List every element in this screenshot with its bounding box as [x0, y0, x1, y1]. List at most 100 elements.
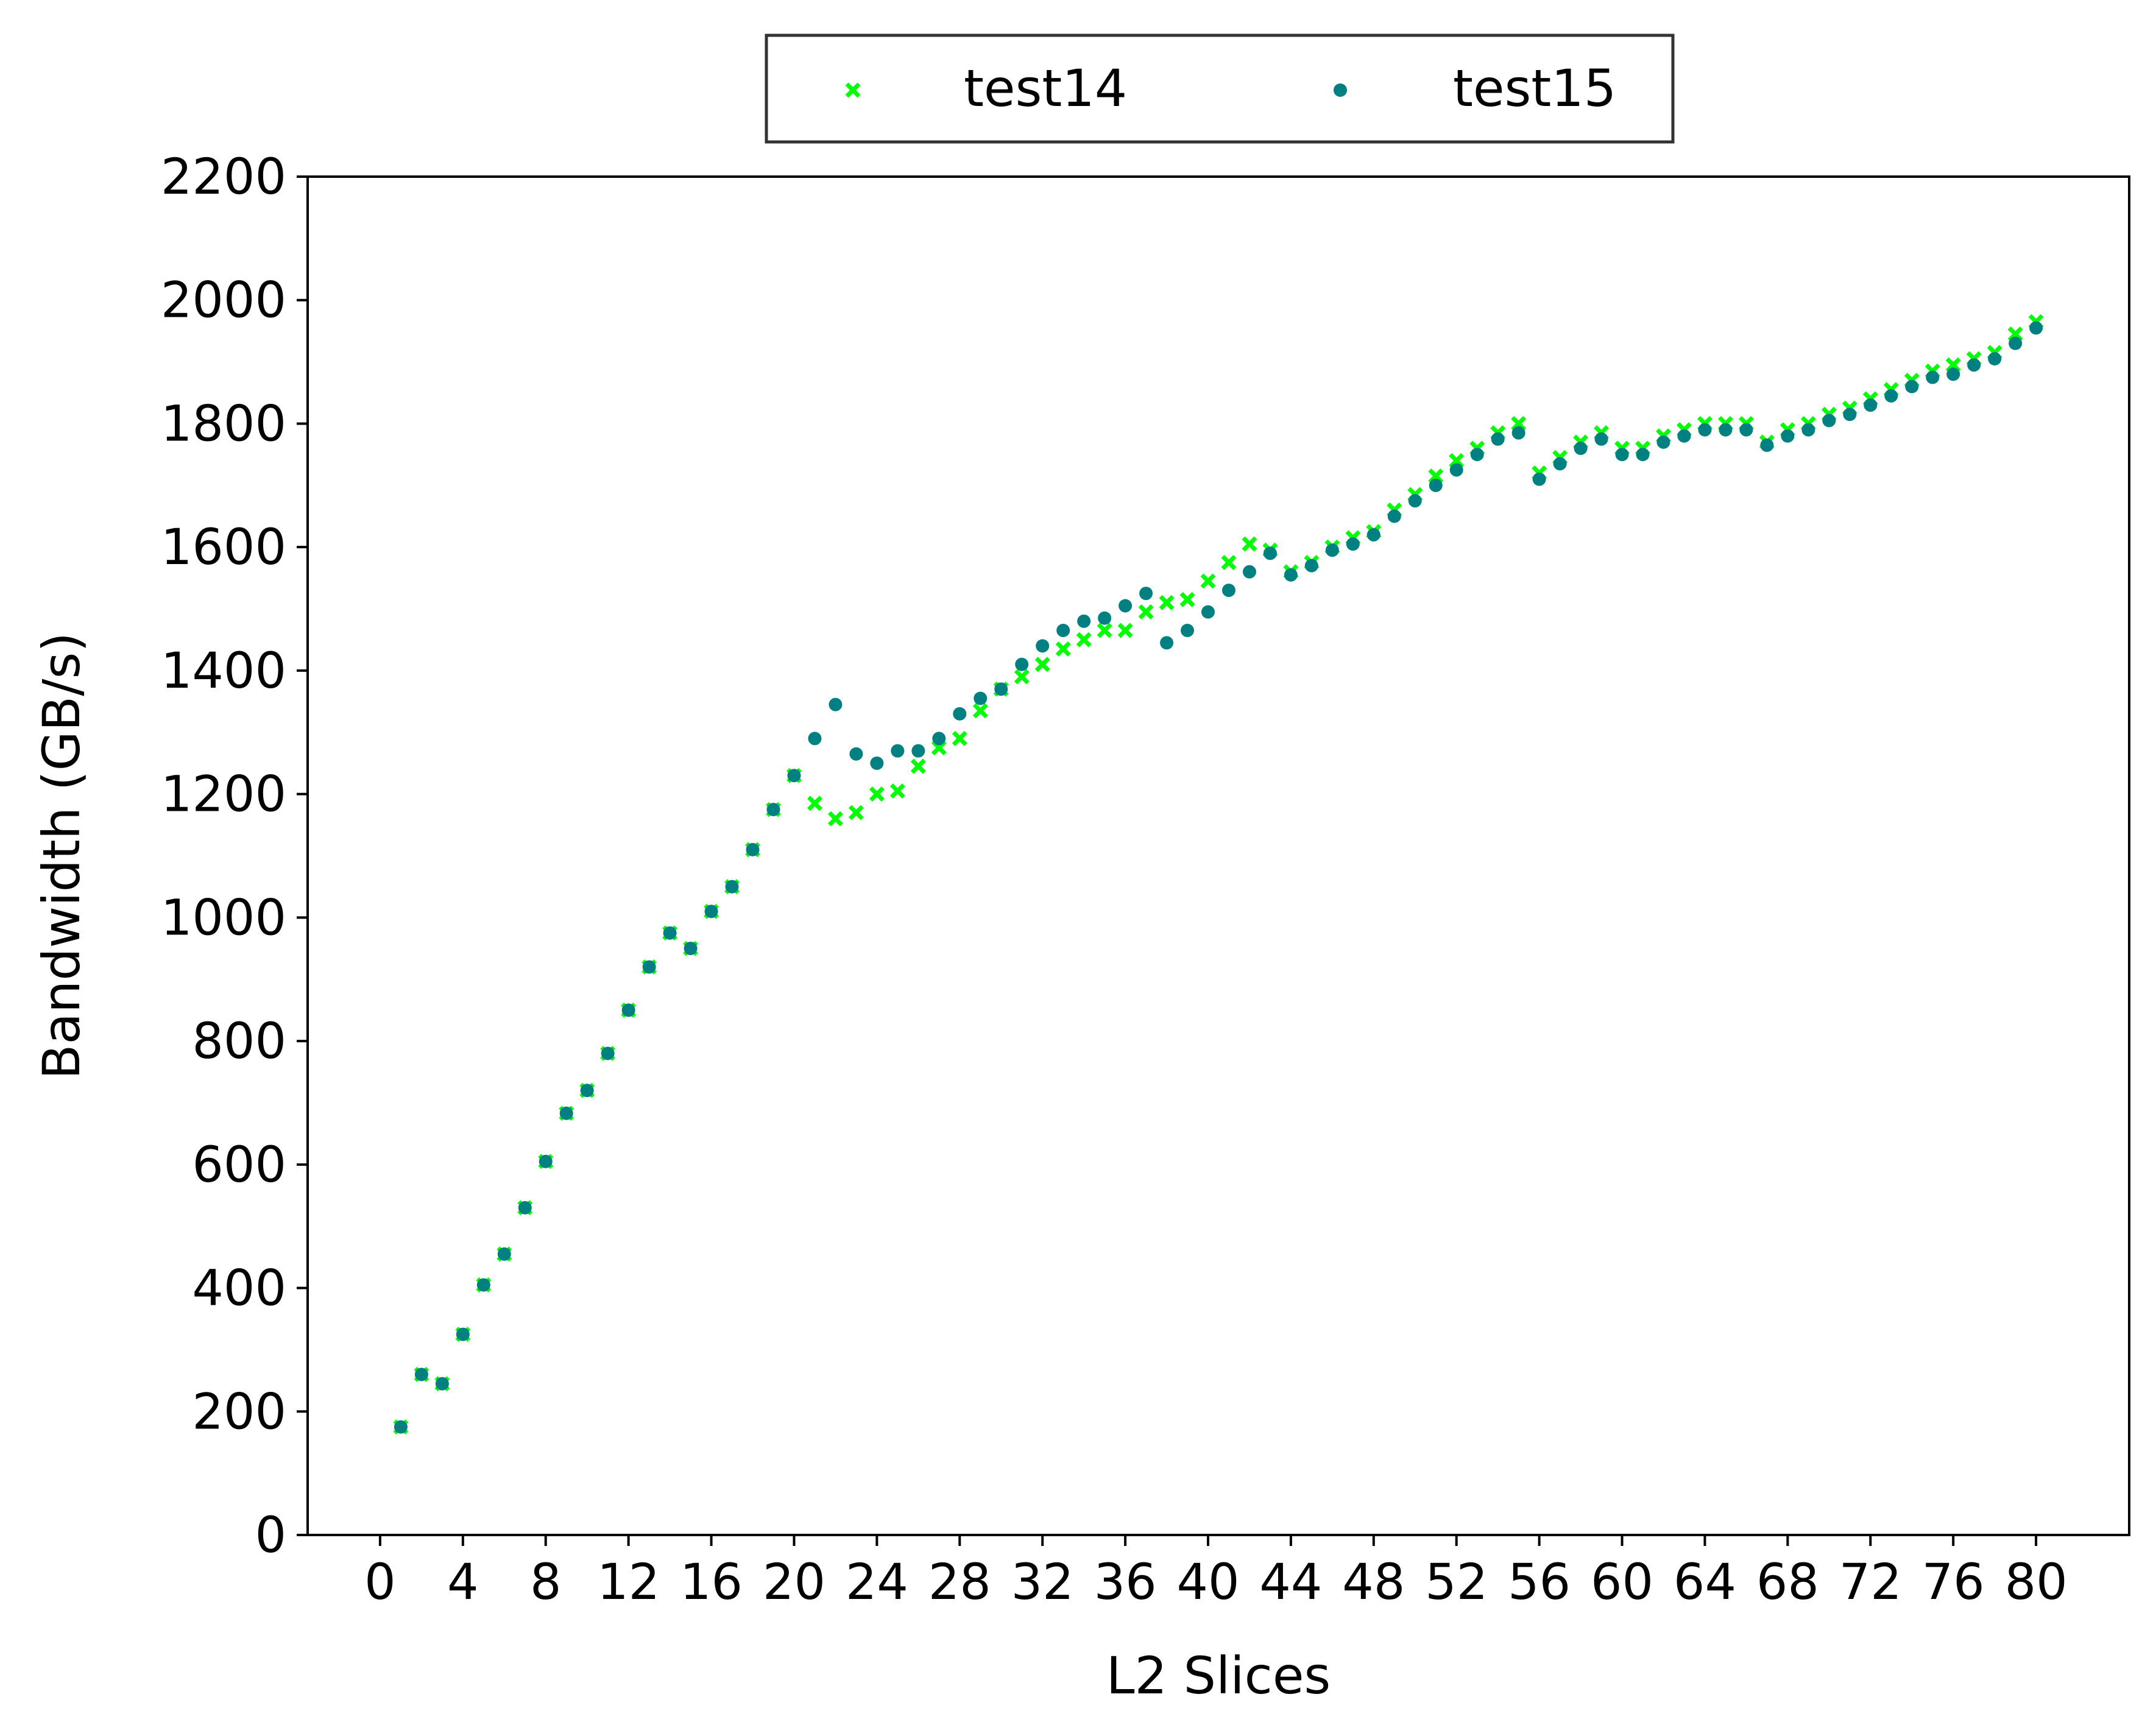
data-point-test15	[518, 1201, 532, 1215]
y-tick-label: 1400	[161, 643, 286, 700]
x-tick-label: 56	[1508, 1554, 1571, 1611]
data-point-test15	[870, 756, 884, 770]
data-point-test15	[1719, 423, 1733, 437]
data-point-test15	[1988, 352, 2002, 366]
data-point-test15	[1636, 448, 1650, 462]
x-tick-label: 12	[597, 1554, 660, 1611]
y-tick-label: 0	[255, 1507, 286, 1564]
data-point-test14	[1138, 604, 1154, 620]
data-point-test15	[1201, 605, 1215, 619]
data-point-test15	[953, 707, 967, 721]
data-point-test15	[1677, 429, 1691, 443]
x-tick-label: 48	[1342, 1554, 1405, 1611]
data-point-test14	[1014, 669, 1030, 685]
data-point-test15	[2009, 336, 2023, 350]
data-point-test15	[456, 1327, 470, 1341]
data-point-test15	[2029, 321, 2043, 335]
y-tick-label: 800	[192, 1013, 286, 1070]
data-point-test15	[1098, 611, 1112, 625]
x-tick-label: 0	[364, 1554, 396, 1611]
data-point-test15	[684, 942, 698, 956]
legend-box	[765, 34, 1675, 144]
data-point-test14	[869, 786, 885, 802]
x-tick-label: 32	[1011, 1554, 1074, 1611]
data-point-test15	[1801, 423, 1815, 437]
data-point-test15	[1160, 636, 1174, 650]
x-tick-label: 52	[1425, 1554, 1488, 1611]
data-point-test14	[889, 783, 905, 799]
data-point-test15	[1864, 398, 1878, 412]
data-point-test15	[1325, 543, 1339, 557]
y-axis-label: Bandwidth (GB/s)	[32, 632, 91, 1079]
data-point-test14	[807, 796, 822, 811]
data-point-test15	[1781, 429, 1795, 443]
x-axis-label: L2 Slices	[1106, 1646, 1331, 1706]
y-tick-label: 1600	[161, 519, 286, 576]
y-tick-label: 400	[192, 1260, 286, 1318]
data-point-test15	[1926, 370, 1940, 384]
data-point-test15	[1056, 624, 1070, 638]
x-tick-label: 24	[846, 1554, 908, 1611]
x-tick-label: 16	[680, 1554, 743, 1611]
data-point-test15	[1511, 426, 1525, 440]
data-point-test15	[808, 732, 822, 746]
data-point-test15	[476, 1278, 490, 1292]
data-point-test15	[1036, 639, 1050, 653]
x-tick-label: 72	[1839, 1554, 1902, 1611]
data-point-test15	[766, 802, 780, 816]
data-point-test14	[1097, 623, 1112, 638]
x-axis: 0 4 8 12 16 20 24 28 32 36 40 44 48 52 56 60 64 68 72 76 80	[364, 1535, 2068, 1611]
data-point-test15	[1822, 414, 1836, 428]
data-point-test15	[1366, 528, 1380, 542]
x-tick-label: 8	[530, 1554, 562, 1611]
data-point-test15	[559, 1106, 573, 1120]
plot-frame	[306, 175, 2130, 1536]
data-point-test14	[827, 811, 843, 827]
data-point-test15	[1946, 367, 1960, 381]
data-point-test15	[642, 960, 656, 974]
data-point-test15	[1077, 614, 1091, 628]
data-point-test15	[1387, 509, 1401, 523]
legend: test14 test15	[765, 34, 1675, 144]
data-point-test15	[746, 842, 760, 856]
data-point-test15	[1532, 472, 1546, 486]
x-tick-label: 20	[763, 1554, 825, 1611]
legend-marker-test14	[845, 82, 861, 98]
data-point-test15	[1119, 599, 1133, 613]
y-tick-label: 200	[192, 1383, 286, 1441]
data-point-test15	[414, 1367, 428, 1381]
x-tick-label: 4	[447, 1554, 479, 1611]
data-point-test15	[1656, 435, 1670, 449]
data-point-test15	[1263, 546, 1277, 560]
legend-marker-test15	[1334, 83, 1347, 97]
data-point-test14	[1055, 641, 1071, 657]
data-point-test14	[848, 805, 864, 820]
data-point-test15	[1615, 448, 1629, 462]
data-point-test15	[1967, 358, 1981, 372]
data-point-test15	[829, 697, 843, 711]
data-point-test14	[1179, 591, 1195, 607]
data-point-test14	[910, 758, 926, 774]
data-point-test14	[1242, 536, 1257, 552]
legend-label-test15: test15	[1453, 58, 1616, 118]
data-point-test15	[601, 1046, 615, 1060]
data-point-test15	[787, 769, 801, 783]
data-point-test15	[891, 744, 905, 758]
data-point-test15	[621, 1003, 635, 1017]
data-point-test15	[1760, 438, 1774, 452]
x-tick-label: 40	[1176, 1554, 1239, 1611]
data-point-test14	[1200, 573, 1216, 589]
data-point-test15	[1408, 494, 1422, 508]
data-point-test15	[911, 744, 925, 758]
y-tick-label: 2200	[161, 149, 286, 206]
data-point-test15	[1470, 448, 1484, 462]
data-point-test15	[1884, 389, 1898, 403]
data-point-test14	[952, 730, 967, 746]
data-point-test15	[1015, 657, 1029, 671]
data-point-test15	[849, 747, 863, 761]
data-point-test15	[932, 732, 946, 746]
data-point-test15	[663, 926, 677, 940]
data-point-test15	[1284, 568, 1298, 582]
data-point-test14	[1117, 623, 1133, 638]
y-axis: 0 200 400 600 800 1000 1200 1400 1600 1800 2000 220…	[161, 149, 308, 1564]
